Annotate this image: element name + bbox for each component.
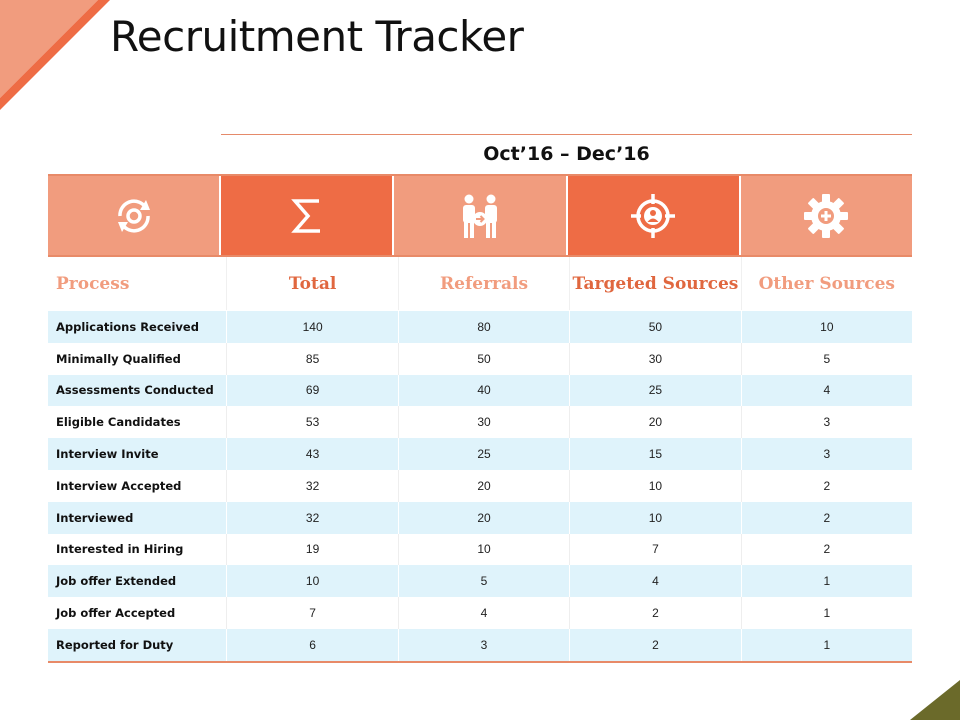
table-row: Eligible Candidates 53 30 20 3	[48, 406, 912, 439]
cell-total: 32	[227, 501, 399, 534]
cell-total: 69	[227, 374, 399, 407]
table-row: Assessments Conducted 69 40 25 4	[48, 374, 912, 407]
cell-targeted: 2	[570, 597, 742, 629]
cell-other: 3	[823, 447, 831, 462]
cell-targeted: 50	[570, 311, 742, 343]
cell-referrals: 5	[399, 565, 571, 598]
cell-process: Interviewed	[48, 501, 228, 534]
cell-targeted: 15	[570, 438, 742, 470]
header-targeted-sources: Targeted Sources	[570, 257, 742, 310]
header-referrals: Referrals	[399, 257, 571, 310]
header-process: Process	[48, 257, 228, 310]
cell-referrals: 20	[399, 469, 571, 502]
cell-process: Minimally Qualified	[48, 342, 228, 375]
referral-people-icon	[463, 194, 497, 238]
cell-other: 5	[823, 351, 831, 366]
corner-decoration-top-left	[0, 0, 110, 110]
cell-targeted: 30	[570, 342, 742, 375]
cell-total: 53	[227, 406, 399, 439]
cell-referrals: 40	[399, 374, 571, 407]
table-row: Interested in Hiring 19 10 7 2	[48, 533, 912, 566]
cell-total: 7	[227, 597, 399, 629]
gear-plus-icon	[804, 193, 849, 238]
table-header-row: Process Total Referrals Targeted Sources…	[48, 257, 912, 310]
cell-other: 1	[823, 606, 831, 621]
table-row: Interview Accepted 32 20 10 2	[48, 469, 912, 502]
header-total: Total	[227, 257, 399, 310]
cell-total: 6	[227, 628, 399, 661]
sigma-total-icon	[290, 198, 320, 233]
icon-cell-total	[221, 176, 395, 255]
period-divider	[221, 134, 912, 135]
table-row: Job offer Accepted 7 4 2 1	[48, 597, 912, 629]
icon-header-row	[48, 174, 913, 257]
cell-referrals: 3	[399, 628, 571, 661]
cell-targeted: 2	[570, 628, 742, 661]
icon-cell-targeted	[567, 176, 741, 255]
icon-cell-referrals	[394, 176, 568, 255]
cell-process: Job offer Accepted	[48, 597, 228, 629]
page-title: Recruitment Tracker	[110, 12, 524, 61]
cell-process: Job offer Extended	[48, 565, 228, 598]
cell-other: 2	[823, 542, 831, 557]
cell-referrals: 20	[399, 501, 571, 534]
cell-total: 10	[227, 565, 399, 598]
cell-targeted: 10	[570, 469, 742, 502]
cell-referrals: 25	[399, 438, 571, 470]
table-row: Minimally Qualified 85 50 30 5	[48, 342, 912, 375]
icon-cell-process	[48, 176, 222, 255]
cell-referrals: 30	[399, 406, 571, 439]
cell-other: 4	[823, 383, 831, 398]
cell-other: 2	[823, 478, 831, 493]
cell-targeted: 4	[570, 565, 742, 598]
cell-other: 1	[823, 574, 831, 589]
corner-decoration-bottom-right	[910, 680, 960, 720]
cell-referrals: 80	[399, 311, 571, 343]
cell-process: Applications Received	[48, 311, 228, 343]
cell-other: 1	[823, 637, 831, 652]
cell-process: Interview Invite	[48, 438, 228, 470]
cell-total: 19	[227, 533, 399, 566]
cell-referrals: 50	[399, 342, 571, 375]
table-row: Reported for Duty 6 3 2 1	[48, 628, 912, 661]
table-row: Interview Invite 43 25 15 3	[48, 438, 912, 470]
cell-other: 10	[820, 319, 834, 334]
cell-total: 140	[227, 311, 399, 343]
process-cycle-icon	[117, 198, 150, 233]
table-row: Job offer Extended 10 5 4 1	[48, 565, 912, 598]
table-row: Applications Received 140 80 50 10	[48, 311, 912, 343]
cell-targeted: 25	[570, 374, 742, 407]
table-row: Interviewed 32 20 10 2	[48, 501, 912, 534]
cell-referrals: 10	[399, 533, 571, 566]
cell-other: 3	[823, 415, 831, 430]
cell-targeted: 20	[570, 406, 742, 439]
cell-process: Reported for Duty	[48, 628, 228, 661]
cell-referrals: 4	[399, 597, 571, 629]
cell-process: Interview Accepted	[48, 469, 228, 502]
cell-total: 32	[227, 469, 399, 502]
cell-targeted: 7	[570, 533, 742, 566]
period-label: Oct’16 – Dec’16	[483, 143, 650, 165]
header-other-sources: Other Sources	[758, 273, 896, 294]
cell-targeted: 10	[570, 501, 742, 534]
cell-total: 43	[227, 438, 399, 470]
target-person-icon	[631, 193, 676, 238]
cell-process: Eligible Candidates	[48, 406, 228, 439]
recruitment-table: Applications Received 140 80 50 10 Minimally …	[48, 311, 912, 663]
icon-cell-other	[740, 176, 913, 255]
cell-total: 85	[227, 342, 399, 375]
cell-other: 2	[823, 510, 831, 525]
cell-process: Assessments Conducted	[48, 374, 228, 407]
cell-process: Interested in Hiring	[48, 533, 228, 566]
